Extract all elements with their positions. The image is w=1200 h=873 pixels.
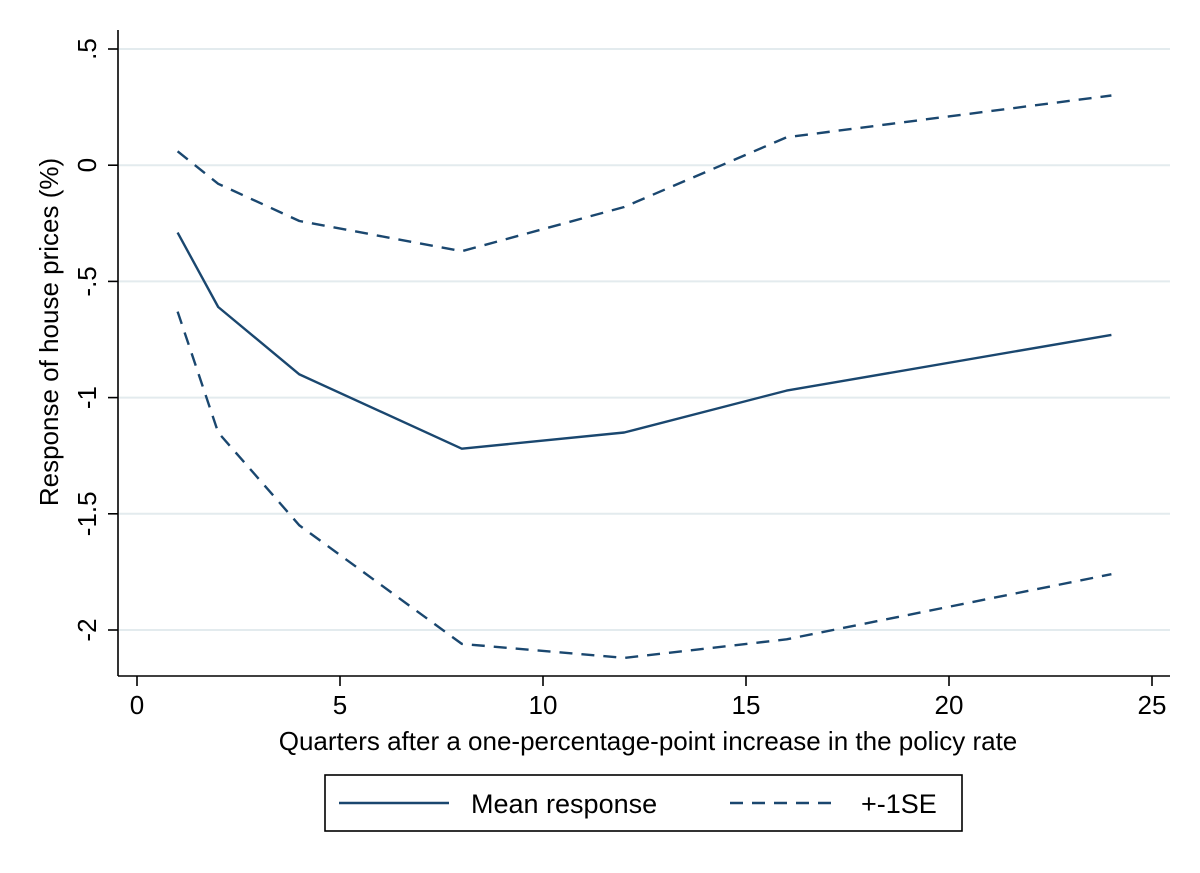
- y-tick-label: .5: [72, 38, 102, 60]
- axes: [117, 30, 1170, 677]
- x-tick-label: 10: [529, 690, 558, 720]
- x-tick-label: 15: [732, 690, 761, 720]
- y-axis-title: Response of house prices (%): [34, 158, 64, 506]
- x-tick-label: 25: [1138, 690, 1167, 720]
- x-ticks: 0 5 10 15 20 25: [130, 676, 1167, 720]
- x-axis-title: Quarters after a one-percentage-point in…: [279, 726, 1018, 756]
- y-tick-label: 0: [72, 158, 102, 172]
- x-tick-label: 20: [935, 690, 964, 720]
- series-line-upper-se: [176, 94, 1112, 253]
- legend: Mean response +-1SE: [324, 774, 963, 832]
- x-tick-label: 0: [130, 690, 144, 720]
- grid: [119, 48, 1170, 631]
- series-line-lower-se: [176, 311, 1112, 660]
- y-tick-label: -.5: [72, 266, 102, 296]
- x-tick-label: 5: [333, 690, 347, 720]
- y-tick-label: -2: [72, 618, 102, 641]
- y-tick-label: -1.5: [72, 491, 102, 536]
- legend-label-se: +-1SE: [861, 789, 937, 819]
- series: [176, 94, 1112, 660]
- y-ticks: -2 -1.5 -1 -.5 0 .5: [72, 38, 118, 642]
- series-line-mean-response: [176, 232, 1112, 450]
- legend-label-mean-response: Mean response: [471, 789, 657, 819]
- y-tick-label: -1: [72, 386, 102, 409]
